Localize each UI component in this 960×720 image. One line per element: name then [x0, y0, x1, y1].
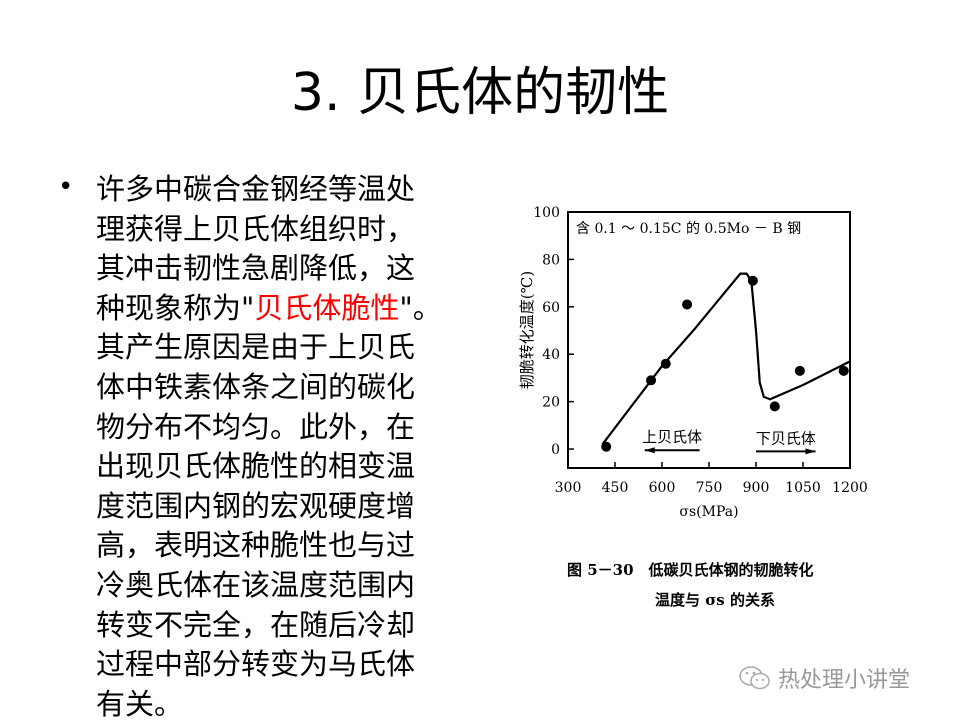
text-segment: 种现象称为"	[96, 290, 255, 325]
chart: 0 20 40 60 80 100 300 450 600 750 900 1050 1200 σs(MP…	[518, 205, 868, 520]
text-line: 物分布不均匀。此外，在	[96, 409, 416, 444]
text-line: 其冲击韧性急剧降低，这	[96, 251, 416, 286]
x-tick-label: 600	[649, 480, 676, 496]
annotation-label: 上贝氏体	[642, 428, 702, 446]
data-point	[769, 401, 780, 412]
x-tick-label: 750	[696, 480, 723, 496]
figure-caption-line2: 温度与 σs 的关系	[655, 591, 775, 609]
x-tick-label: 1200	[832, 480, 868, 496]
bullet-icon: •	[58, 172, 74, 202]
text-segment: "。	[399, 290, 442, 325]
text-line: 其产生原因是由于上贝氏	[96, 330, 416, 365]
trend-line	[601, 272, 851, 445]
y-tick-label: 60	[542, 300, 560, 316]
annotation-arrowhead	[805, 448, 816, 455]
watermark-text: 热处理小讲堂	[778, 668, 911, 693]
data-point	[601, 441, 612, 452]
text-line: 体中铁素体条之间的碳化	[96, 369, 416, 404]
annotation-arrowhead	[644, 447, 655, 454]
y-tick-label: 100	[533, 205, 560, 221]
highlight-term: 贝氏体脆性	[254, 290, 400, 325]
x-axis-label: σs(MPa)	[679, 504, 738, 520]
data-point	[682, 299, 693, 310]
text-line: 有关。	[96, 686, 184, 720]
figure-caption-line1: 图 5－30 低碳贝氏体钢的韧脆转化	[567, 561, 814, 579]
wechat-icon	[739, 666, 770, 690]
y-tick-label: 80	[542, 252, 560, 268]
text-line: 度范围内钢的宏观硬度增	[96, 488, 416, 523]
y-axis-label: 韧脆转化温度(℃)	[518, 271, 536, 390]
data-point	[646, 375, 657, 386]
chart-title: 含 0.1 ～ 0.15C 的 0.5Mo － B 钢	[576, 221, 801, 237]
x-tick-label: 900	[743, 480, 770, 496]
y-tick-label: 20	[542, 395, 560, 411]
y-tick-label: 0	[551, 442, 560, 458]
data-point	[747, 275, 758, 286]
watermark: 热处理小讲堂	[738, 662, 910, 694]
text-line: 理获得上贝氏体组织时，	[96, 211, 416, 246]
annotation-label: 下贝氏体	[756, 429, 816, 447]
y-tick-label: 40	[542, 347, 560, 363]
data-point	[660, 358, 671, 369]
x-tick-label: 450	[602, 480, 629, 496]
data-point	[838, 365, 849, 376]
x-tick-label: 1050	[785, 480, 821, 496]
text-line: 高，表明这种脆性也与过	[96, 528, 416, 563]
text-line: 许多中碳合金钢经等温处	[96, 172, 416, 206]
slide-title: 3. 贝氏体的韧性	[290, 63, 670, 123]
x-tick-label: 300	[555, 480, 582, 496]
text-line: 转变不完全，在随后冷却	[96, 607, 416, 642]
bullet-text: 许多中碳合金钢经等温处 理获得上贝氏体组织时， 其冲击韧性急剧降低，这 种现象称…	[96, 170, 442, 720]
text-line: 过程中部分转变为马氏体	[96, 647, 416, 682]
text-line: 种现象称为"贝氏体脆性"。	[96, 289, 442, 329]
data-point	[794, 365, 805, 376]
text-line: 出现贝氏体脆性的相变温	[96, 449, 416, 484]
text-line: 冷奥氏体在该温度范围内	[96, 567, 416, 602]
